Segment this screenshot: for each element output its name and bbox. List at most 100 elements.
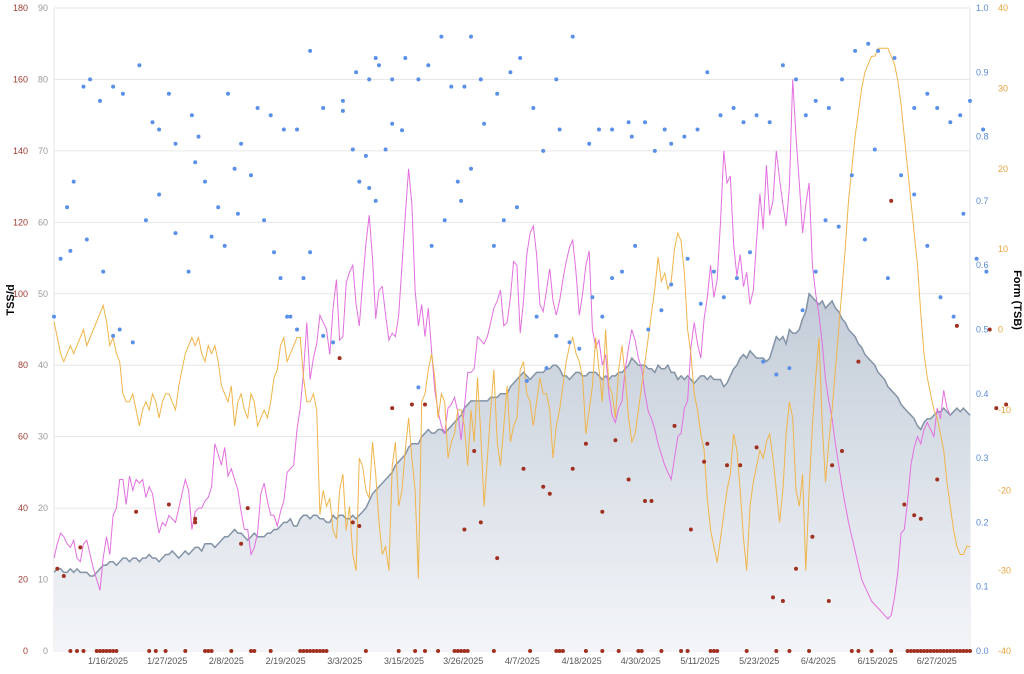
intensity-points-point: [268, 113, 273, 118]
intensity-points-point: [590, 295, 595, 300]
intensity-points-point: [295, 127, 299, 132]
rest-day-point: [554, 649, 559, 653]
intensity-points-point: [629, 134, 634, 139]
intensity-points-point: [767, 120, 772, 125]
rest-day-point: [616, 649, 621, 653]
intensity-points-point: [780, 63, 785, 68]
fatigue-line: [53, 79, 951, 620]
intensity-points-point: [288, 314, 293, 319]
intensity-points-point: [301, 276, 306, 281]
rest-day-point: [915, 649, 920, 653]
left-inner-tick-label: 90: [38, 3, 48, 13]
rest-day-point: [583, 649, 588, 653]
intensity-points-point: [209, 234, 214, 239]
intensity-points-point: [459, 198, 464, 203]
intensity-points-point: [741, 120, 746, 125]
intensity-points-point: [390, 77, 395, 82]
x-tick-label: 1/16/2025: [88, 656, 128, 666]
tss-points-point: [547, 491, 552, 496]
intensity-points-point: [400, 128, 404, 133]
tss-points-point: [702, 459, 707, 464]
rest-day-point: [528, 649, 533, 653]
intensity-points-point: [885, 276, 890, 281]
intensity-points-point: [643, 120, 647, 125]
intensity-points-point: [938, 295, 943, 300]
rest-day-point: [869, 649, 874, 653]
tss-points-point: [462, 527, 467, 532]
left-outer-tick-label: 0: [23, 646, 28, 656]
left-outer-tick-label: 180: [13, 3, 28, 13]
rest-day-point: [75, 649, 79, 653]
intensity-points-point: [321, 333, 326, 338]
rest-day-point: [455, 649, 460, 653]
right-inner-tick-label: 0.0: [976, 646, 989, 656]
tss-points-point: [193, 516, 198, 521]
intensity-points-point: [587, 141, 592, 146]
tss-points-point: [738, 463, 743, 468]
rest-day-point: [68, 649, 73, 653]
intensity-points-point: [186, 269, 191, 274]
right-outer-tick-label: 40: [998, 3, 1008, 13]
intensity-points-point: [541, 148, 546, 153]
rest-day-point: [114, 649, 119, 653]
intensity-points-point: [836, 224, 841, 229]
rest-day-point: [301, 649, 306, 653]
intensity-points-point: [403, 56, 408, 60]
right-outer-tick-label: 10: [998, 244, 1008, 254]
x-tick-label: 4/7/2025: [505, 656, 540, 666]
intensity-points-point: [462, 84, 467, 89]
intensity-points-point: [203, 179, 207, 184]
intensity-points-point: [373, 56, 378, 60]
left-inner-tick-label: 60: [38, 217, 48, 227]
intensity-points-point: [866, 41, 871, 46]
rest-day-point: [659, 649, 664, 653]
tss-points-point: [337, 356, 342, 361]
right-inner-tick-label: 0.8: [976, 132, 989, 142]
x-tick-label: 2/19/2025: [266, 656, 306, 666]
rest-day-point: [931, 649, 936, 653]
rest-day-point: [183, 649, 188, 653]
intensity-points-point: [718, 113, 723, 118]
intensity-points-point: [321, 106, 326, 110]
right-inner-tick-label: 0.6: [976, 260, 989, 270]
rest-day-point: [964, 649, 969, 653]
intensity-points-point: [925, 243, 930, 248]
axes: 0204060801001201401601800102030405060708…: [13, 3, 1011, 666]
tss-points-point: [918, 516, 923, 521]
tss-points-point: [390, 406, 395, 411]
intensity-points-point: [262, 218, 267, 223]
intensity-points-point: [948, 120, 953, 125]
rest-day-point: [935, 649, 940, 653]
tss-points-point: [600, 509, 605, 514]
left-axis-title: TSS/d: [5, 284, 17, 315]
tss-points-point: [350, 520, 355, 525]
intensity-points-point: [872, 147, 877, 152]
tss-points-point: [643, 499, 647, 503]
right-inner-tick-label: 0.9: [976, 67, 989, 77]
rest-day-point: [807, 649, 812, 653]
intensity-points-point: [610, 276, 615, 281]
intensity-points-point: [71, 179, 76, 184]
intensity-points-point: [222, 243, 227, 248]
right-axis-title: Form (TSB): [1011, 270, 1023, 330]
rest-day-point: [206, 649, 211, 653]
intensity-points-point: [826, 106, 831, 110]
intensity-points-point: [570, 34, 575, 39]
intensity-points-point: [255, 106, 260, 110]
tss-points-point: [987, 327, 992, 332]
rest-day-point: [363, 649, 368, 653]
intensity-points-point: [308, 250, 313, 255]
rest-day-point: [711, 649, 716, 653]
intensity-points-point: [600, 314, 605, 319]
tss-points-point: [649, 499, 654, 503]
left-inner-tick-label: 10: [38, 575, 48, 585]
left-inner-tick-label: 20: [38, 503, 48, 513]
rest-day-point: [147, 649, 152, 653]
rest-day-point: [945, 649, 949, 653]
intensity-points-point: [482, 121, 487, 126]
rest-day-point: [787, 649, 792, 653]
intensity-points-point: [137, 63, 142, 68]
tss-points-point: [672, 423, 677, 428]
intensity-points-point: [761, 359, 766, 364]
rest-day-point: [81, 649, 86, 653]
